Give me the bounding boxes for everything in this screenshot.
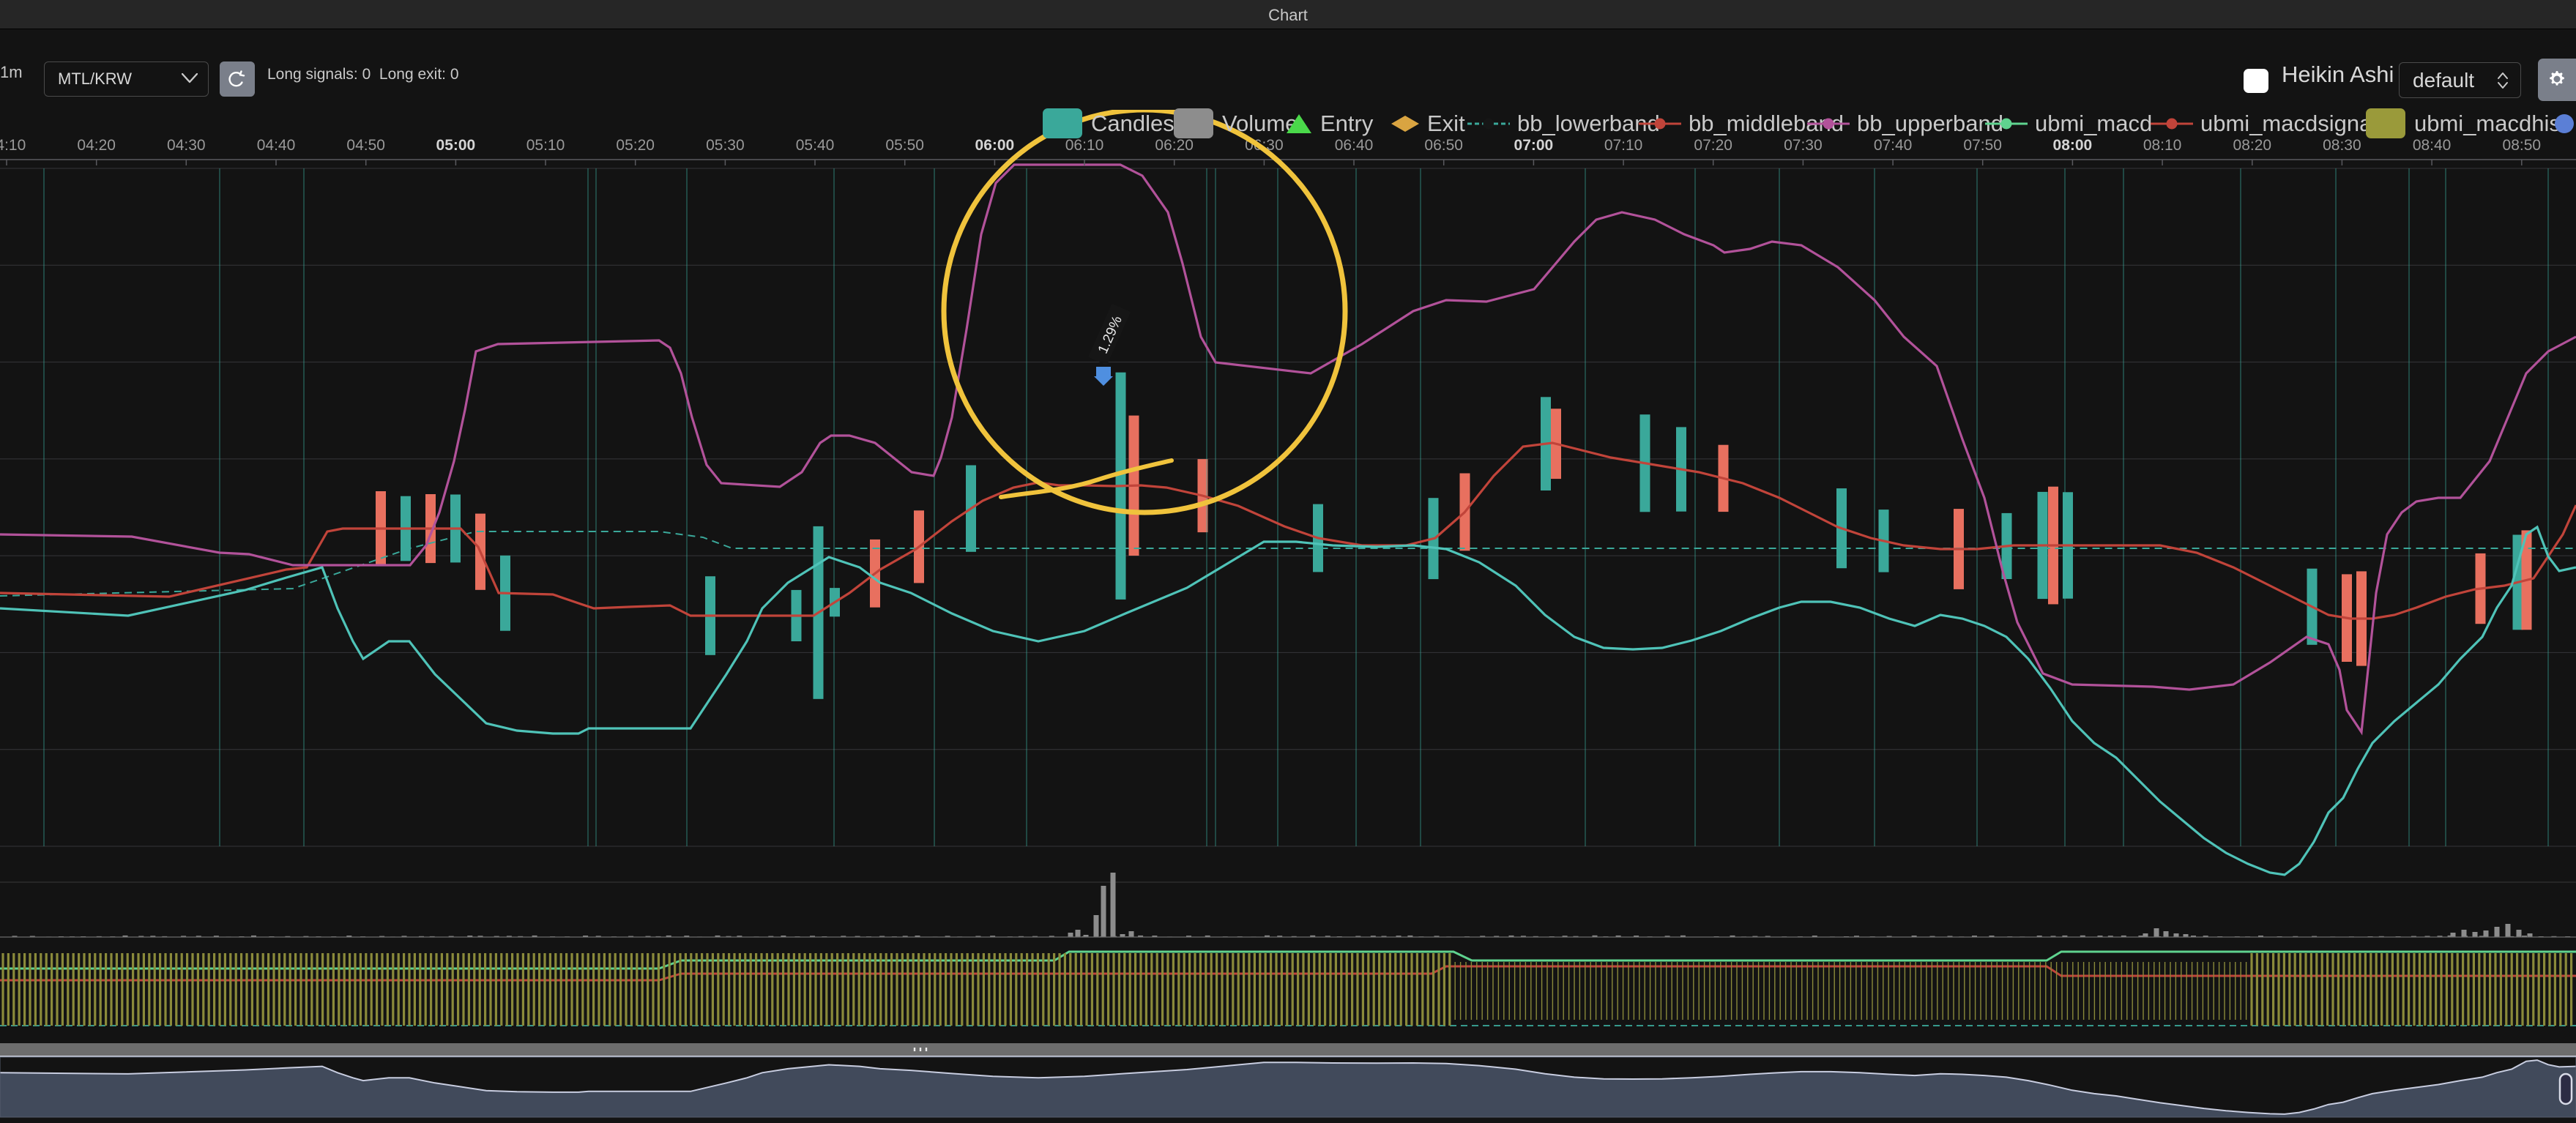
svg-text:08:40: 08:40: [2413, 137, 2452, 154]
svg-text:07:00: 07:00: [1514, 137, 1554, 154]
svg-text:06:40: 06:40: [1335, 137, 1374, 154]
svg-text:08:20: 08:20: [2233, 137, 2272, 154]
svg-text:05:40: 05:40: [796, 137, 835, 154]
svg-text:08:50: 08:50: [2503, 137, 2542, 154]
svg-text:06:20: 06:20: [1155, 137, 1194, 154]
svg-text:06:10: 06:10: [1065, 137, 1104, 154]
svg-text:08:10: 08:10: [2143, 137, 2182, 154]
svg-text:05:50: 05:50: [885, 137, 924, 154]
svg-text:05:00: 05:00: [436, 137, 476, 154]
svg-text:05:30: 05:30: [706, 137, 745, 154]
svg-text:04:10: 04:10: [0, 137, 26, 154]
svg-text:05:20: 05:20: [616, 137, 655, 154]
svg-text:07:50: 07:50: [1963, 137, 2002, 154]
svg-text:07:40: 07:40: [1874, 137, 1913, 154]
svg-text:08:30: 08:30: [2323, 137, 2361, 154]
svg-text:04:50: 04:50: [346, 137, 385, 154]
svg-text:05:10: 05:10: [526, 137, 565, 154]
svg-text:06:00: 06:00: [975, 137, 1015, 154]
svg-text:08:00: 08:00: [2053, 137, 2093, 154]
svg-text:04:40: 04:40: [257, 137, 296, 154]
svg-text:07:20: 07:20: [1694, 137, 1732, 154]
svg-text:04:20: 04:20: [77, 137, 116, 154]
svg-text:07:30: 07:30: [1784, 137, 1823, 154]
svg-text:07:10: 07:10: [1604, 137, 1643, 154]
svg-text:06:50: 06:50: [1424, 137, 1463, 154]
svg-text:04:30: 04:30: [167, 137, 206, 154]
